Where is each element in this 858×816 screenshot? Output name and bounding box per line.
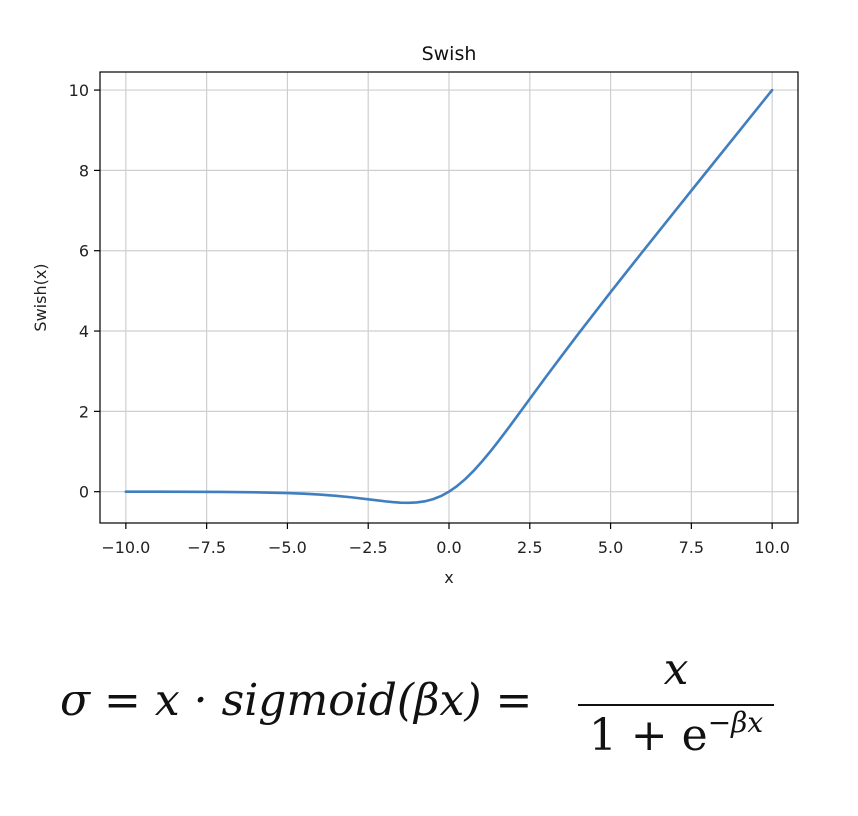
x-tick-label: −5.0: [268, 538, 307, 557]
x-axis: −10.0 −7.5 −5.0 −2.5 0.0 2.5 5.0 7.5 10.0: [101, 523, 790, 557]
y-tick-label: 6: [79, 242, 89, 261]
x-tick-label: −7.5: [187, 538, 226, 557]
formula-lhs: σ = x · sigmoid(βx) =: [60, 675, 533, 726]
x-tick-label: 0.0: [436, 538, 461, 557]
series-layer: [124, 88, 774, 505]
x-tick-label: −10.0: [101, 538, 150, 557]
y-tick-label: 2: [79, 402, 89, 421]
y-tick-label: 10: [69, 81, 89, 100]
x-tick-label: 7.5: [679, 538, 704, 557]
y-tick-label: 0: [79, 483, 89, 502]
series-line-swish: [124, 88, 774, 505]
formula-denominator: 1 + e−βx: [578, 706, 774, 761]
grid-lines: [100, 72, 798, 523]
denominator-exponent: −βx: [707, 706, 764, 739]
x-tick-label: 2.5: [517, 538, 542, 557]
formula-numerator: x: [663, 644, 689, 695]
y-axis-label: Swish(x): [31, 263, 50, 331]
chart-title: Swish: [422, 43, 477, 65]
denominator-base: 1 + e: [588, 710, 708, 761]
x-axis-label: x: [444, 568, 453, 587]
fraction-bar: [578, 704, 774, 706]
x-tick-label: 10.0: [754, 538, 790, 557]
y-tick-label: 8: [79, 161, 89, 180]
swish-chart: −10.0 −7.5 −5.0 −2.5 0.0 2.5 5.0 7.5 10.0 0 2 4 6 8 1…: [31, 43, 799, 587]
formula-fraction: x 1 + e−βx: [578, 644, 774, 761]
x-tick-label: 5.0: [598, 538, 623, 557]
y-axis: 0 2 4 6 8 10: [69, 81, 100, 502]
swish-formula: σ = x · sigmoid(βx) = x 1 + e−βx: [60, 644, 820, 761]
y-tick-label: 4: [79, 322, 89, 341]
x-tick-label: −2.5: [349, 538, 388, 557]
